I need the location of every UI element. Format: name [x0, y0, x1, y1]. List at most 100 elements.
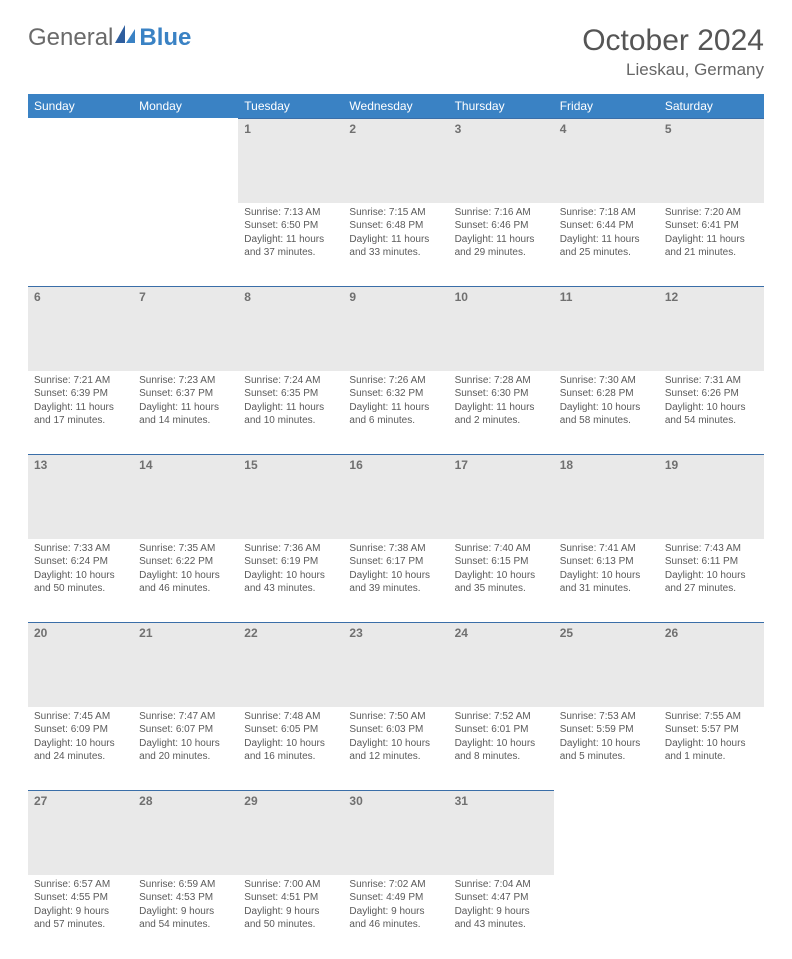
day-number: 2: [343, 119, 448, 139]
day-content: Sunrise: 7:20 AMSunset: 6:41 PMDaylight:…: [659, 203, 764, 264]
day-number: 21: [133, 623, 238, 643]
day-number: 1: [238, 119, 343, 139]
day-cell: Sunrise: 7:48 AMSunset: 6:05 PMDaylight:…: [238, 707, 343, 791]
content-row: Sunrise: 7:33 AMSunset: 6:24 PMDaylight:…: [28, 539, 764, 623]
sunset-text: Sunset: 6:24 PM: [34, 555, 127, 569]
daynum-cell: 10: [449, 287, 554, 371]
day-number: 29: [238, 791, 343, 811]
day-cell: Sunrise: 7:55 AMSunset: 5:57 PMDaylight:…: [659, 707, 764, 791]
day-content: Sunrise: 7:50 AMSunset: 6:03 PMDaylight:…: [343, 707, 448, 768]
daynum-cell: 28: [133, 791, 238, 875]
daynum-cell: 30: [343, 791, 448, 875]
daylight-text: Daylight: 10 hours and 20 minutes.: [139, 737, 232, 764]
day-cell: Sunrise: 7:35 AMSunset: 6:22 PMDaylight:…: [133, 539, 238, 623]
sunset-text: Sunset: 6:07 PM: [139, 723, 232, 737]
day-cell: Sunrise: 7:36 AMSunset: 6:19 PMDaylight:…: [238, 539, 343, 623]
day-content: Sunrise: 7:00 AMSunset: 4:51 PMDaylight:…: [238, 875, 343, 936]
day-content: Sunrise: 7:15 AMSunset: 6:48 PMDaylight:…: [343, 203, 448, 264]
daynum-cell: [28, 119, 133, 203]
sunset-text: Sunset: 6:26 PM: [665, 387, 758, 401]
day-content: Sunrise: 7:45 AMSunset: 6:09 PMDaylight:…: [28, 707, 133, 768]
sunrise-text: Sunrise: 7:50 AM: [349, 710, 442, 724]
daynum-row: 6789101112: [28, 287, 764, 371]
daynum-cell: 7: [133, 287, 238, 371]
daynum-cell: 20: [28, 623, 133, 707]
daylight-text: Daylight: 11 hours and 37 minutes.: [244, 233, 337, 260]
brand-part1: General: [28, 24, 113, 52]
sunset-text: Sunset: 6:01 PM: [455, 723, 548, 737]
daynum-row: 12345: [28, 119, 764, 203]
daylight-text: Daylight: 11 hours and 10 minutes.: [244, 401, 337, 428]
daynum-cell: 24: [449, 623, 554, 707]
sunset-text: Sunset: 4:51 PM: [244, 891, 337, 905]
sunrise-text: Sunrise: 7:00 AM: [244, 878, 337, 892]
sunrise-text: Sunrise: 7:15 AM: [349, 206, 442, 220]
day-cell: Sunrise: 7:38 AMSunset: 6:17 PMDaylight:…: [343, 539, 448, 623]
sunrise-text: Sunrise: 7:38 AM: [349, 542, 442, 556]
daynum-cell: 16: [343, 455, 448, 539]
day-content: Sunrise: 6:59 AMSunset: 4:53 PMDaylight:…: [133, 875, 238, 936]
day-number: 11: [554, 287, 659, 307]
sunset-text: Sunset: 4:53 PM: [139, 891, 232, 905]
daynum-cell: 19: [659, 455, 764, 539]
day-number: 31: [449, 791, 554, 811]
weekday-header: Friday: [554, 94, 659, 119]
sunrise-text: Sunrise: 7:13 AM: [244, 206, 337, 220]
sunrise-text: Sunrise: 7:26 AM: [349, 374, 442, 388]
sunrise-text: Sunrise: 7:28 AM: [455, 374, 548, 388]
daynum-cell: 13: [28, 455, 133, 539]
daynum-cell: 6: [28, 287, 133, 371]
daynum-cell: 1: [238, 119, 343, 203]
weekday-header: Saturday: [659, 94, 764, 119]
daylight-text: Daylight: 11 hours and 6 minutes.: [349, 401, 442, 428]
day-number: 15: [238, 455, 343, 475]
day-content: Sunrise: 7:26 AMSunset: 6:32 PMDaylight:…: [343, 371, 448, 432]
sunset-text: Sunset: 6:48 PM: [349, 219, 442, 233]
sunset-text: Sunset: 6:32 PM: [349, 387, 442, 401]
daylight-text: Daylight: 9 hours and 57 minutes.: [34, 905, 127, 932]
day-number: 5: [659, 119, 764, 139]
daylight-text: Daylight: 11 hours and 33 minutes.: [349, 233, 442, 260]
day-cell: Sunrise: 7:53 AMSunset: 5:59 PMDaylight:…: [554, 707, 659, 791]
daynum-cell: 2: [343, 119, 448, 203]
daynum-cell: 29: [238, 791, 343, 875]
daylight-text: Daylight: 10 hours and 31 minutes.: [560, 569, 653, 596]
sunset-text: Sunset: 6:30 PM: [455, 387, 548, 401]
day-content: Sunrise: 7:18 AMSunset: 6:44 PMDaylight:…: [554, 203, 659, 264]
day-number: 14: [133, 455, 238, 475]
day-content: Sunrise: 7:24 AMSunset: 6:35 PMDaylight:…: [238, 371, 343, 432]
daynum-cell: 22: [238, 623, 343, 707]
day-cell: [659, 875, 764, 959]
day-cell: Sunrise: 7:24 AMSunset: 6:35 PMDaylight:…: [238, 371, 343, 455]
day-content: Sunrise: 7:13 AMSunset: 6:50 PMDaylight:…: [238, 203, 343, 264]
daylight-text: Daylight: 10 hours and 54 minutes.: [665, 401, 758, 428]
sunset-text: Sunset: 6:22 PM: [139, 555, 232, 569]
sunrise-text: Sunrise: 7:18 AM: [560, 206, 653, 220]
day-content: Sunrise: 7:53 AMSunset: 5:59 PMDaylight:…: [554, 707, 659, 768]
day-content: Sunrise: 7:43 AMSunset: 6:11 PMDaylight:…: [659, 539, 764, 600]
day-content: Sunrise: 7:04 AMSunset: 4:47 PMDaylight:…: [449, 875, 554, 936]
sunrise-text: Sunrise: 7:24 AM: [244, 374, 337, 388]
daynum-cell: 8: [238, 287, 343, 371]
day-number: 8: [238, 287, 343, 307]
sunset-text: Sunset: 6:09 PM: [34, 723, 127, 737]
day-cell: Sunrise: 7:23 AMSunset: 6:37 PMDaylight:…: [133, 371, 238, 455]
daylight-text: Daylight: 10 hours and 39 minutes.: [349, 569, 442, 596]
day-cell: [28, 203, 133, 287]
sunrise-text: Sunrise: 7:40 AM: [455, 542, 548, 556]
daynum-row: 20212223242526: [28, 623, 764, 707]
day-cell: Sunrise: 7:28 AMSunset: 6:30 PMDaylight:…: [449, 371, 554, 455]
daylight-text: Daylight: 10 hours and 1 minute.: [665, 737, 758, 764]
daylight-text: Daylight: 10 hours and 46 minutes.: [139, 569, 232, 596]
weekday-header-row: SundayMondayTuesdayWednesdayThursdayFrid…: [28, 94, 764, 119]
day-cell: [554, 875, 659, 959]
day-cell: Sunrise: 7:43 AMSunset: 6:11 PMDaylight:…: [659, 539, 764, 623]
daynum-row: 2728293031: [28, 791, 764, 875]
daynum-cell: 11: [554, 287, 659, 371]
day-cell: Sunrise: 7:41 AMSunset: 6:13 PMDaylight:…: [554, 539, 659, 623]
sunrise-text: Sunrise: 7:41 AM: [560, 542, 653, 556]
day-cell: Sunrise: 7:40 AMSunset: 6:15 PMDaylight:…: [449, 539, 554, 623]
sunrise-text: Sunrise: 7:23 AM: [139, 374, 232, 388]
day-cell: Sunrise: 7:13 AMSunset: 6:50 PMDaylight:…: [238, 203, 343, 287]
calendar-table: SundayMondayTuesdayWednesdayThursdayFrid…: [28, 94, 764, 959]
